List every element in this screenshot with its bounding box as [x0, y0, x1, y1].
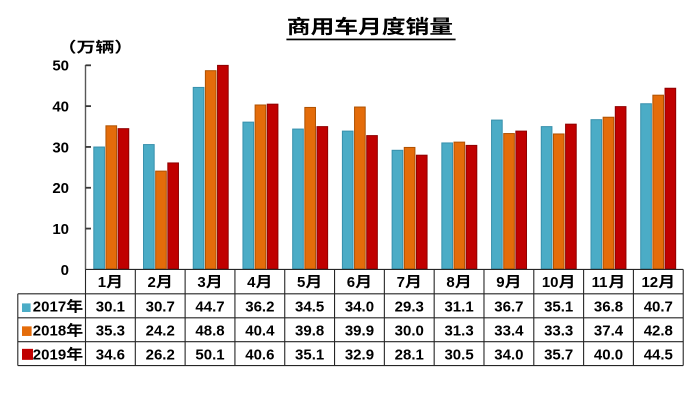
svg-text:42.8: 42.8	[644, 323, 673, 340]
svg-text:24.2: 24.2	[146, 323, 175, 340]
svg-text:2018: 2018	[33, 323, 66, 340]
svg-text:0: 0	[61, 262, 69, 279]
svg-text:30.5: 30.5	[444, 347, 473, 364]
svg-text:30.1: 30.1	[96, 299, 125, 316]
svg-text:34.0: 34.0	[494, 347, 523, 364]
svg-text:35.7: 35.7	[544, 347, 573, 364]
svg-text:35.3: 35.3	[96, 323, 125, 340]
svg-text:35.1: 35.1	[544, 299, 573, 316]
svg-text:12: 12	[641, 274, 658, 291]
svg-text:26.2: 26.2	[146, 347, 175, 364]
svg-text:2: 2	[148, 274, 156, 291]
svg-text:30: 30	[52, 139, 69, 156]
svg-text:40.4: 40.4	[245, 323, 275, 340]
svg-text:36.8: 36.8	[594, 299, 623, 316]
svg-text:30.7: 30.7	[146, 299, 175, 316]
svg-text:1: 1	[98, 274, 106, 291]
svg-text:44.7: 44.7	[195, 299, 224, 316]
svg-text:50: 50	[52, 58, 69, 75]
svg-text:50.1: 50.1	[195, 347, 224, 364]
svg-text:5: 5	[297, 274, 305, 291]
svg-text:33.3: 33.3	[544, 323, 573, 340]
svg-text:34.5: 34.5	[295, 299, 324, 316]
svg-text:35.1: 35.1	[295, 347, 324, 364]
svg-text:30.0: 30.0	[395, 323, 424, 340]
svg-text:37.4: 37.4	[594, 323, 624, 340]
svg-text:20: 20	[52, 180, 69, 197]
svg-text:40.6: 40.6	[245, 347, 274, 364]
svg-text:48.8: 48.8	[195, 323, 224, 340]
svg-text:39.9: 39.9	[345, 323, 374, 340]
svg-text:34.6: 34.6	[96, 347, 125, 364]
svg-text:39.8: 39.8	[295, 323, 324, 340]
svg-text:3: 3	[197, 274, 205, 291]
svg-text:40: 40	[52, 98, 69, 115]
svg-text:7: 7	[397, 274, 405, 291]
svg-text:2019: 2019	[33, 347, 66, 364]
svg-text:2017: 2017	[33, 299, 66, 316]
svg-text:28.1: 28.1	[395, 347, 424, 364]
svg-text:33.4: 33.4	[494, 323, 524, 340]
svg-text:29.3: 29.3	[395, 299, 424, 316]
svg-text:31.3: 31.3	[444, 323, 473, 340]
svg-text:10: 10	[52, 221, 69, 238]
svg-text:11: 11	[592, 274, 608, 291]
svg-text:31.1: 31.1	[444, 299, 473, 316]
svg-text:32.9: 32.9	[345, 347, 374, 364]
svg-text:36.2: 36.2	[245, 299, 274, 316]
svg-text:34.0: 34.0	[345, 299, 374, 316]
svg-text:9: 9	[496, 274, 504, 291]
svg-text:4: 4	[247, 274, 256, 291]
svg-text:40.7: 40.7	[644, 299, 673, 316]
svg-text:36.7: 36.7	[494, 299, 523, 316]
svg-text:10: 10	[542, 274, 559, 291]
svg-text:8: 8	[446, 274, 454, 291]
svg-text:44.5: 44.5	[644, 347, 673, 364]
svg-text:40.0: 40.0	[594, 347, 623, 364]
svg-text:6: 6	[347, 274, 355, 291]
